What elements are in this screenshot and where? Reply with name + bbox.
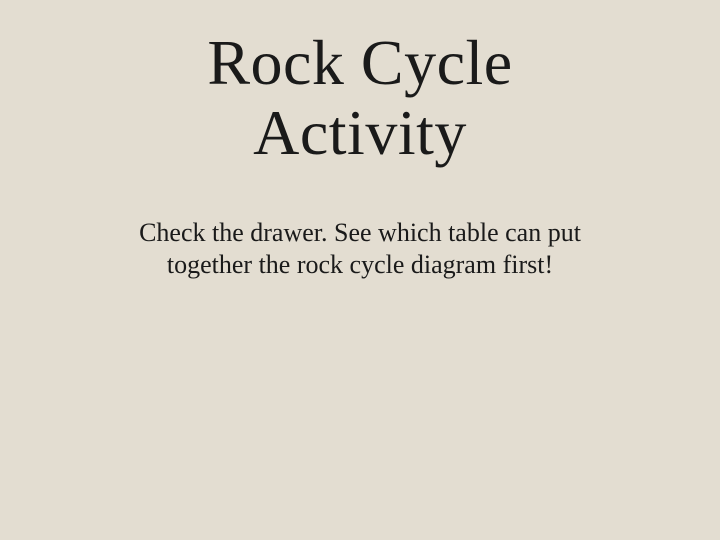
slide-title: Rock CycleActivity	[207, 28, 512, 169]
slide-body: Check the drawer. See which table can pu…	[120, 217, 600, 282]
slide-container: Rock CycleActivity Check the drawer. See…	[0, 0, 720, 540]
